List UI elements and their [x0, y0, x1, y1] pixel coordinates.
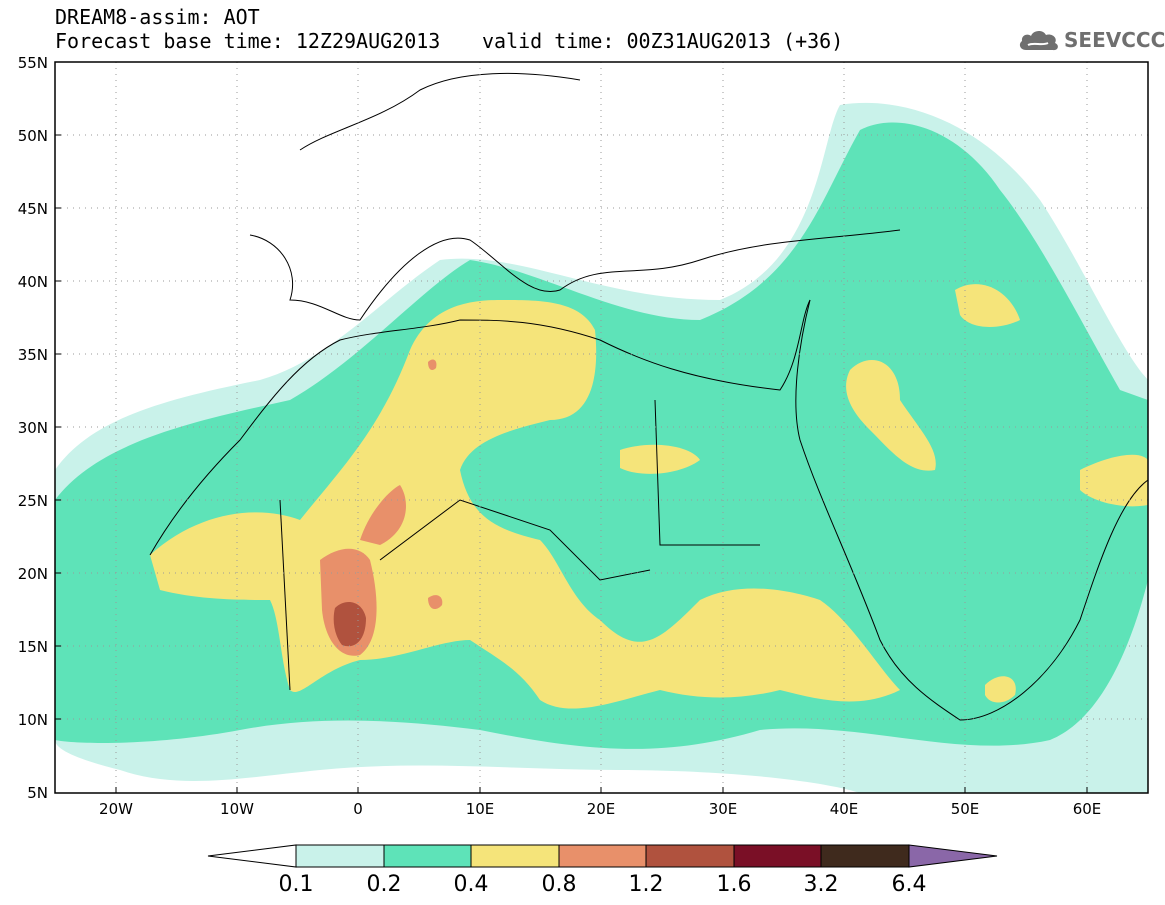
colorbar-label: 1.6 — [716, 872, 752, 897]
colorbar-swatch-4 — [558, 844, 647, 868]
colorbar-low-arrow — [207, 844, 297, 868]
colorbar-label: 0.1 — [278, 872, 314, 897]
lon-label: 60E — [1072, 800, 1102, 818]
colorbar-label: 0.8 — [541, 872, 577, 897]
lon-label: 40E — [829, 800, 859, 818]
lat-label: 40N — [17, 273, 48, 291]
logo-text: SEEVCCC — [1064, 28, 1165, 52]
lon-label: 10W — [220, 800, 254, 818]
colorbar-swatch-5 — [645, 844, 735, 868]
chart-title: DREAM8-assim: AOT — [55, 5, 260, 29]
colorbar-swatch-7 — [820, 844, 910, 868]
valid-time: valid time: 00Z31AUG2013 (+36) — [482, 29, 844, 53]
cloud-icon — [1019, 30, 1058, 51]
colorbar-high-arrow — [908, 844, 998, 868]
forecast-base-time: Forecast base time: 12Z29AUG2013 — [55, 29, 441, 53]
seevccc-logo: SEEVCCC — [1018, 28, 1165, 54]
colorbar-label: 0.2 — [366, 872, 402, 897]
colorbar-swatch-3 — [470, 844, 560, 868]
colorbar-swatch-2 — [383, 844, 472, 868]
graticule — [55, 62, 1148, 793]
axis-ticks — [55, 134, 1088, 793]
lat-label: 20N — [17, 565, 48, 583]
lat-label: 15N — [17, 638, 48, 656]
colorbar-swatch-1 — [295, 844, 385, 868]
lon-label: 20W — [99, 800, 133, 818]
coastlines — [149, 72, 1148, 721]
lat-label: 35N — [17, 346, 48, 364]
lat-label: 30N — [17, 419, 48, 437]
colorbar-label: 0.4 — [453, 872, 489, 897]
lat-label: 25N — [17, 492, 48, 510]
colorbar — [207, 844, 998, 868]
colorbar-label: 1.2 — [628, 872, 664, 897]
lat-label: 10N — [17, 711, 48, 729]
colorbar-label: 6.4 — [891, 872, 927, 897]
lat-label: 5N — [27, 784, 48, 802]
lon-label: 0 — [353, 800, 363, 818]
lat-label: 50N — [17, 127, 48, 145]
colorbar-label: 3.2 — [803, 872, 839, 897]
lon-label: 10E — [465, 800, 495, 818]
lat-label: 55N — [17, 54, 48, 72]
lat-label: 45N — [17, 200, 48, 218]
colorbar-swatch-6 — [733, 844, 822, 868]
aot-contour-field — [55, 102, 1148, 793]
lon-label: 20E — [586, 800, 616, 818]
lon-label: 30E — [708, 800, 738, 818]
lon-label: 50E — [950, 800, 980, 818]
